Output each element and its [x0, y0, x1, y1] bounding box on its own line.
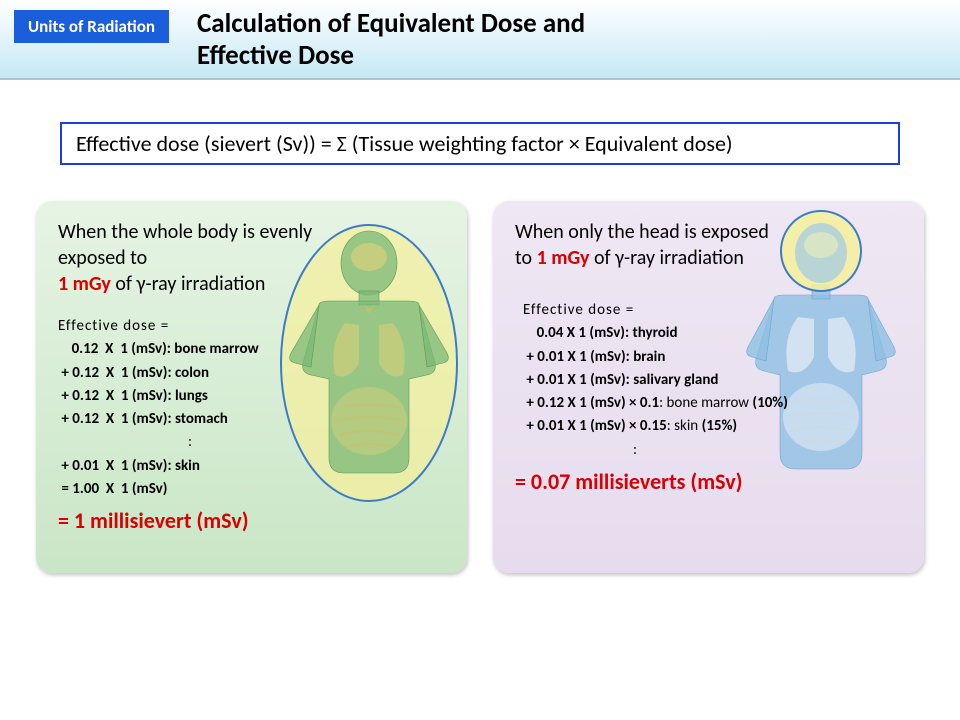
scenario-pre: When the whole body is evenly exposed to	[58, 220, 312, 270]
calc-row: + 0.12 X 1 (mSv): stomach	[58, 410, 228, 428]
panels-container: When the whole body is evenly exposed to…	[36, 201, 924, 573]
calc-row-part: : skin	[667, 417, 702, 435]
calc-row: + 0.01 X 1 (mSv): brain	[523, 348, 665, 366]
calc-row: + 0.12 X 1 (mSv): colon	[58, 364, 209, 382]
calc-row: = 1.00 X 1 (mSv)	[58, 480, 167, 498]
calc-row: 0.04 X 1 (mSv): thyroid	[523, 324, 678, 342]
calculation-right: Effective dose = 0.04 X 1 (mSv): thyroid…	[515, 299, 904, 462]
scenario-post: of γ-ray irradiation	[111, 272, 265, 296]
calc-label: Effective dose =	[523, 299, 904, 322]
dose-value: 1 mGy	[58, 272, 111, 296]
scenario-post: of γ-ray irradiation	[589, 246, 743, 270]
panel-head-only: When only the head is exposed to 1 mGy o…	[493, 201, 924, 573]
calc-row-part: (10%)	[752, 394, 788, 412]
calc-row: + 0.01 X 1 (mSv): skin	[58, 457, 200, 475]
result-left: = 1 millisievert (mSv)	[58, 507, 447, 534]
scenario-text-left: When the whole body is evenly exposed to…	[58, 219, 318, 297]
page-title: Calculation of Equivalent Dose and Effec…	[197, 8, 585, 73]
calc-row: 0.12 X 1 (mSv): bone marrow	[58, 340, 259, 358]
title-line-1: Calculation of Equivalent Dose and	[197, 7, 585, 40]
calculation-left: Effective dose = 0.12 X 1 (mSv): bone ma…	[58, 315, 447, 501]
calc-row-part: + 0.12 X 1 (mSv) × 0.1	[523, 394, 659, 412]
calc-row-part: : bone marrow	[659, 394, 752, 412]
formula-box: Effective dose (sievert (Sv)) = Σ (Tissu…	[60, 122, 900, 165]
header-bar: Units of Radiation Calculation of Equiva…	[0, 0, 960, 80]
category-badge: Units of Radiation	[14, 10, 169, 43]
calc-row: + 0.01 X 1 (mSv): salivary gland	[523, 371, 718, 389]
calc-ellipsis: :	[523, 439, 904, 462]
result-right: = 0.07 millisieverts (mSv)	[515, 468, 904, 495]
calc-row: + 0.12 X 1 (mSv): lungs	[58, 387, 208, 405]
title-line-2: Effective Dose	[197, 39, 354, 72]
dose-value: 1 mGy	[537, 246, 590, 270]
panel-whole-body: When the whole body is evenly exposed to…	[36, 201, 467, 573]
calc-row-part: + 0.01 X 1 (mSv) × 0.15	[523, 417, 667, 435]
scenario-text-right: When only the head is exposed to 1 mGy o…	[515, 219, 775, 271]
calc-row-part: (15%)	[702, 417, 738, 435]
calc-label: Effective dose =	[58, 315, 447, 338]
calc-ellipsis: :	[58, 431, 447, 454]
